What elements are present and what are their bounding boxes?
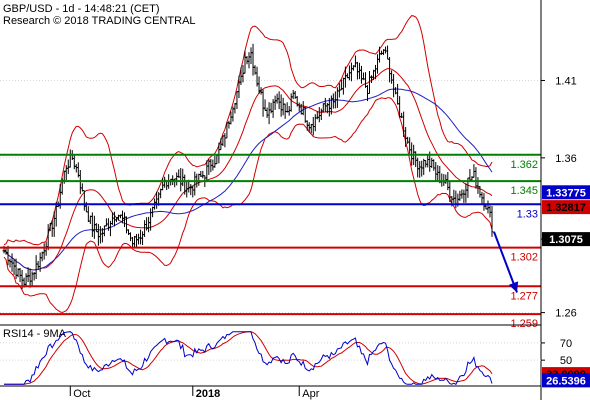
time-tick-label: 2018 bbox=[196, 388, 220, 400]
chart-title: GBP/USD - 1d - 14:48:21 (CET) bbox=[3, 3, 160, 15]
forecast-arrow-shaft bbox=[493, 231, 518, 293]
price-tick-label: 1.41 bbox=[555, 75, 576, 87]
level-label: 1.277 bbox=[510, 290, 538, 302]
price-tag-label: 1.33775 bbox=[546, 187, 586, 199]
rsi-tag-label: 26.5396 bbox=[546, 375, 586, 387]
rsi-line bbox=[4, 331, 493, 385]
forecast-arrow bbox=[493, 231, 519, 293]
price-grid bbox=[0, 79, 541, 314]
level-label: 1.259 bbox=[510, 318, 538, 330]
price-tag-bg bbox=[542, 200, 590, 215]
price-tag-bg bbox=[542, 232, 590, 247]
price-panel bbox=[0, 0, 541, 325]
price-axis-ticks: 1.41 1.36 1.26 bbox=[541, 75, 577, 320]
time-tick-label: Oct bbox=[73, 388, 90, 400]
forecast-arrow-head bbox=[508, 281, 519, 293]
level-label: 1.302 bbox=[510, 252, 538, 264]
level-label: 1.345 bbox=[510, 185, 538, 197]
price-tick-label: 1.36 bbox=[555, 153, 576, 165]
rsi-panel: 705033.809826.5396 bbox=[0, 331, 590, 388]
rsi-tick-label: 70 bbox=[560, 338, 572, 350]
rsi-label: RSI14 - 9MA bbox=[3, 328, 67, 340]
chart-subtitle: Research © 2018 TRADING CENTRAL bbox=[3, 15, 196, 27]
price-tag-bg bbox=[542, 185, 590, 200]
price-value-tags: 1.33775 1.32817 1.3075 bbox=[542, 185, 590, 247]
time-axis-ticks: Oct 2018 Apr bbox=[69, 386, 320, 400]
support-resistance-levels: 1.362 1.345 1.33 1.302 1.277 1.259 bbox=[0, 153, 541, 330]
time-tick-label: Apr bbox=[302, 388, 319, 400]
moving-average-line bbox=[3, 88, 493, 271]
rsi-ma-line bbox=[4, 331, 493, 385]
level-label: 1.362 bbox=[510, 159, 538, 171]
rsi-tick-label: 50 bbox=[560, 355, 572, 367]
upper-band-line bbox=[3, 15, 493, 246]
rsi-tag-bg bbox=[542, 373, 590, 388]
price-tag-label: 1.32817 bbox=[546, 202, 586, 214]
price-bars bbox=[2, 43, 494, 290]
price-tick-label: 1.26 bbox=[555, 308, 576, 320]
level-label: 1.33 bbox=[517, 208, 538, 220]
price-tag-label: 1.3075 bbox=[549, 234, 583, 246]
